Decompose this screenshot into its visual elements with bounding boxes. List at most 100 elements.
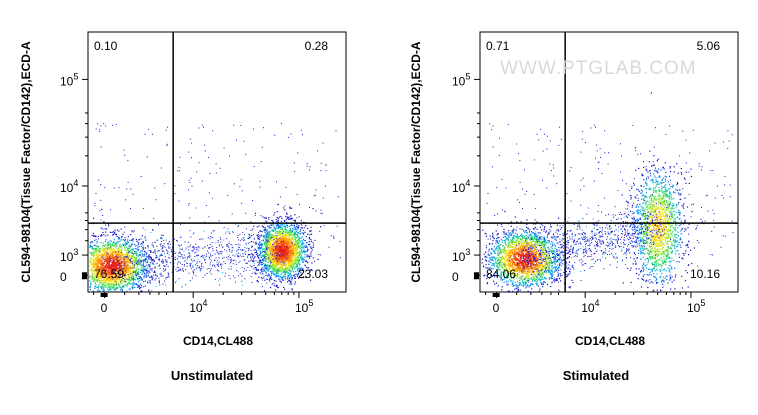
event-dot bbox=[132, 283, 134, 285]
event-dot bbox=[281, 260, 283, 263]
event-dot bbox=[195, 251, 197, 253]
event-dot bbox=[261, 279, 263, 281]
event-dot bbox=[310, 253, 312, 255]
event-dot bbox=[181, 248, 183, 250]
event-dot bbox=[97, 289, 99, 291]
event-dot bbox=[279, 246, 282, 248]
event-dot bbox=[99, 275, 101, 277]
event-dot bbox=[95, 264, 97, 266]
event-dot bbox=[119, 256, 121, 258]
event-dot bbox=[271, 234, 274, 236]
event-dot bbox=[264, 231, 266, 233]
event-dot bbox=[294, 268, 296, 270]
event-dot bbox=[130, 261, 132, 263]
event-dot bbox=[189, 265, 191, 267]
event-dot bbox=[282, 245, 284, 247]
event-dot bbox=[113, 263, 115, 265]
event-dot bbox=[295, 231, 297, 233]
event-dot bbox=[115, 275, 117, 277]
event-dot bbox=[125, 272, 127, 274]
event-dot bbox=[147, 247, 149, 249]
event-dot bbox=[202, 256, 204, 258]
event-dot bbox=[292, 246, 294, 248]
event-dot bbox=[154, 267, 156, 269]
event-dot bbox=[202, 247, 204, 249]
event-dot bbox=[259, 244, 261, 246]
event-dot bbox=[297, 249, 299, 251]
event-dot bbox=[266, 267, 268, 269]
event-dot bbox=[120, 246, 122, 248]
event-dot bbox=[279, 279, 281, 281]
event-dot bbox=[272, 234, 275, 236]
event-dot bbox=[279, 232, 282, 234]
event-dot bbox=[266, 243, 268, 245]
event-dot bbox=[132, 270, 134, 272]
event-dot bbox=[297, 242, 299, 244]
event-dot bbox=[295, 248, 297, 250]
event-dot bbox=[272, 257, 274, 260]
event-dot bbox=[289, 242, 291, 244]
event-dot bbox=[125, 277, 127, 279]
event-dot bbox=[111, 254, 113, 256]
event-dot bbox=[129, 267, 131, 269]
event-dot bbox=[95, 274, 97, 276]
event-dot bbox=[137, 242, 140, 244]
event-dot bbox=[120, 266, 122, 268]
event-dot bbox=[258, 265, 260, 267]
event-dot bbox=[256, 254, 258, 256]
event-dot bbox=[128, 268, 130, 270]
event-dot bbox=[284, 247, 286, 249]
event-dot bbox=[113, 265, 115, 268]
event-dot bbox=[254, 271, 256, 273]
event-dot bbox=[195, 243, 197, 245]
event-dot bbox=[165, 261, 167, 263]
event-dot bbox=[282, 256, 285, 258]
event-dot bbox=[277, 239, 279, 241]
event-dot bbox=[274, 256, 276, 258]
event-dot bbox=[117, 236, 120, 238]
event-dot bbox=[127, 249, 129, 251]
event-dot bbox=[268, 250, 270, 252]
event-dot bbox=[265, 267, 267, 269]
event-dot bbox=[261, 263, 263, 265]
event-dot bbox=[312, 244, 315, 246]
event-dot bbox=[274, 274, 276, 276]
event-dot bbox=[115, 287, 117, 290]
event-dot bbox=[278, 271, 280, 273]
event-dot bbox=[218, 270, 220, 272]
event-dot bbox=[129, 239, 131, 241]
event-dot bbox=[108, 247, 110, 249]
event-dot bbox=[279, 266, 281, 268]
event-dot bbox=[99, 274, 101, 276]
event-dot bbox=[107, 279, 109, 281]
event-dot bbox=[112, 258, 114, 260]
event-dot bbox=[173, 262, 175, 264]
event-dot bbox=[277, 221, 280, 223]
event-dot bbox=[292, 243, 294, 245]
event-dot bbox=[297, 267, 299, 269]
event-dot bbox=[151, 242, 153, 244]
event-dot bbox=[291, 254, 294, 256]
event-dot bbox=[128, 266, 130, 268]
event-dot bbox=[109, 287, 111, 289]
event-dot bbox=[111, 269, 113, 271]
event-dot bbox=[124, 256, 126, 258]
event-dot bbox=[160, 253, 162, 255]
event-dot bbox=[301, 224, 303, 226]
event-dot bbox=[126, 266, 128, 269]
event-dot bbox=[270, 254, 273, 256]
event-dot bbox=[131, 262, 133, 264]
event-dot bbox=[138, 254, 140, 256]
event-dot bbox=[274, 254, 276, 256]
event-dot bbox=[274, 227, 276, 229]
event-dot bbox=[148, 289, 150, 291]
event-dot bbox=[251, 245, 253, 247]
event-dot bbox=[187, 256, 188, 258]
event-dot bbox=[291, 256, 293, 258]
event-dot bbox=[244, 253, 246, 255]
event-dot bbox=[284, 230, 286, 232]
event-dot bbox=[188, 252, 190, 254]
event-dot bbox=[263, 257, 265, 259]
event-dot bbox=[268, 274, 271, 277]
event-dot bbox=[283, 286, 285, 288]
